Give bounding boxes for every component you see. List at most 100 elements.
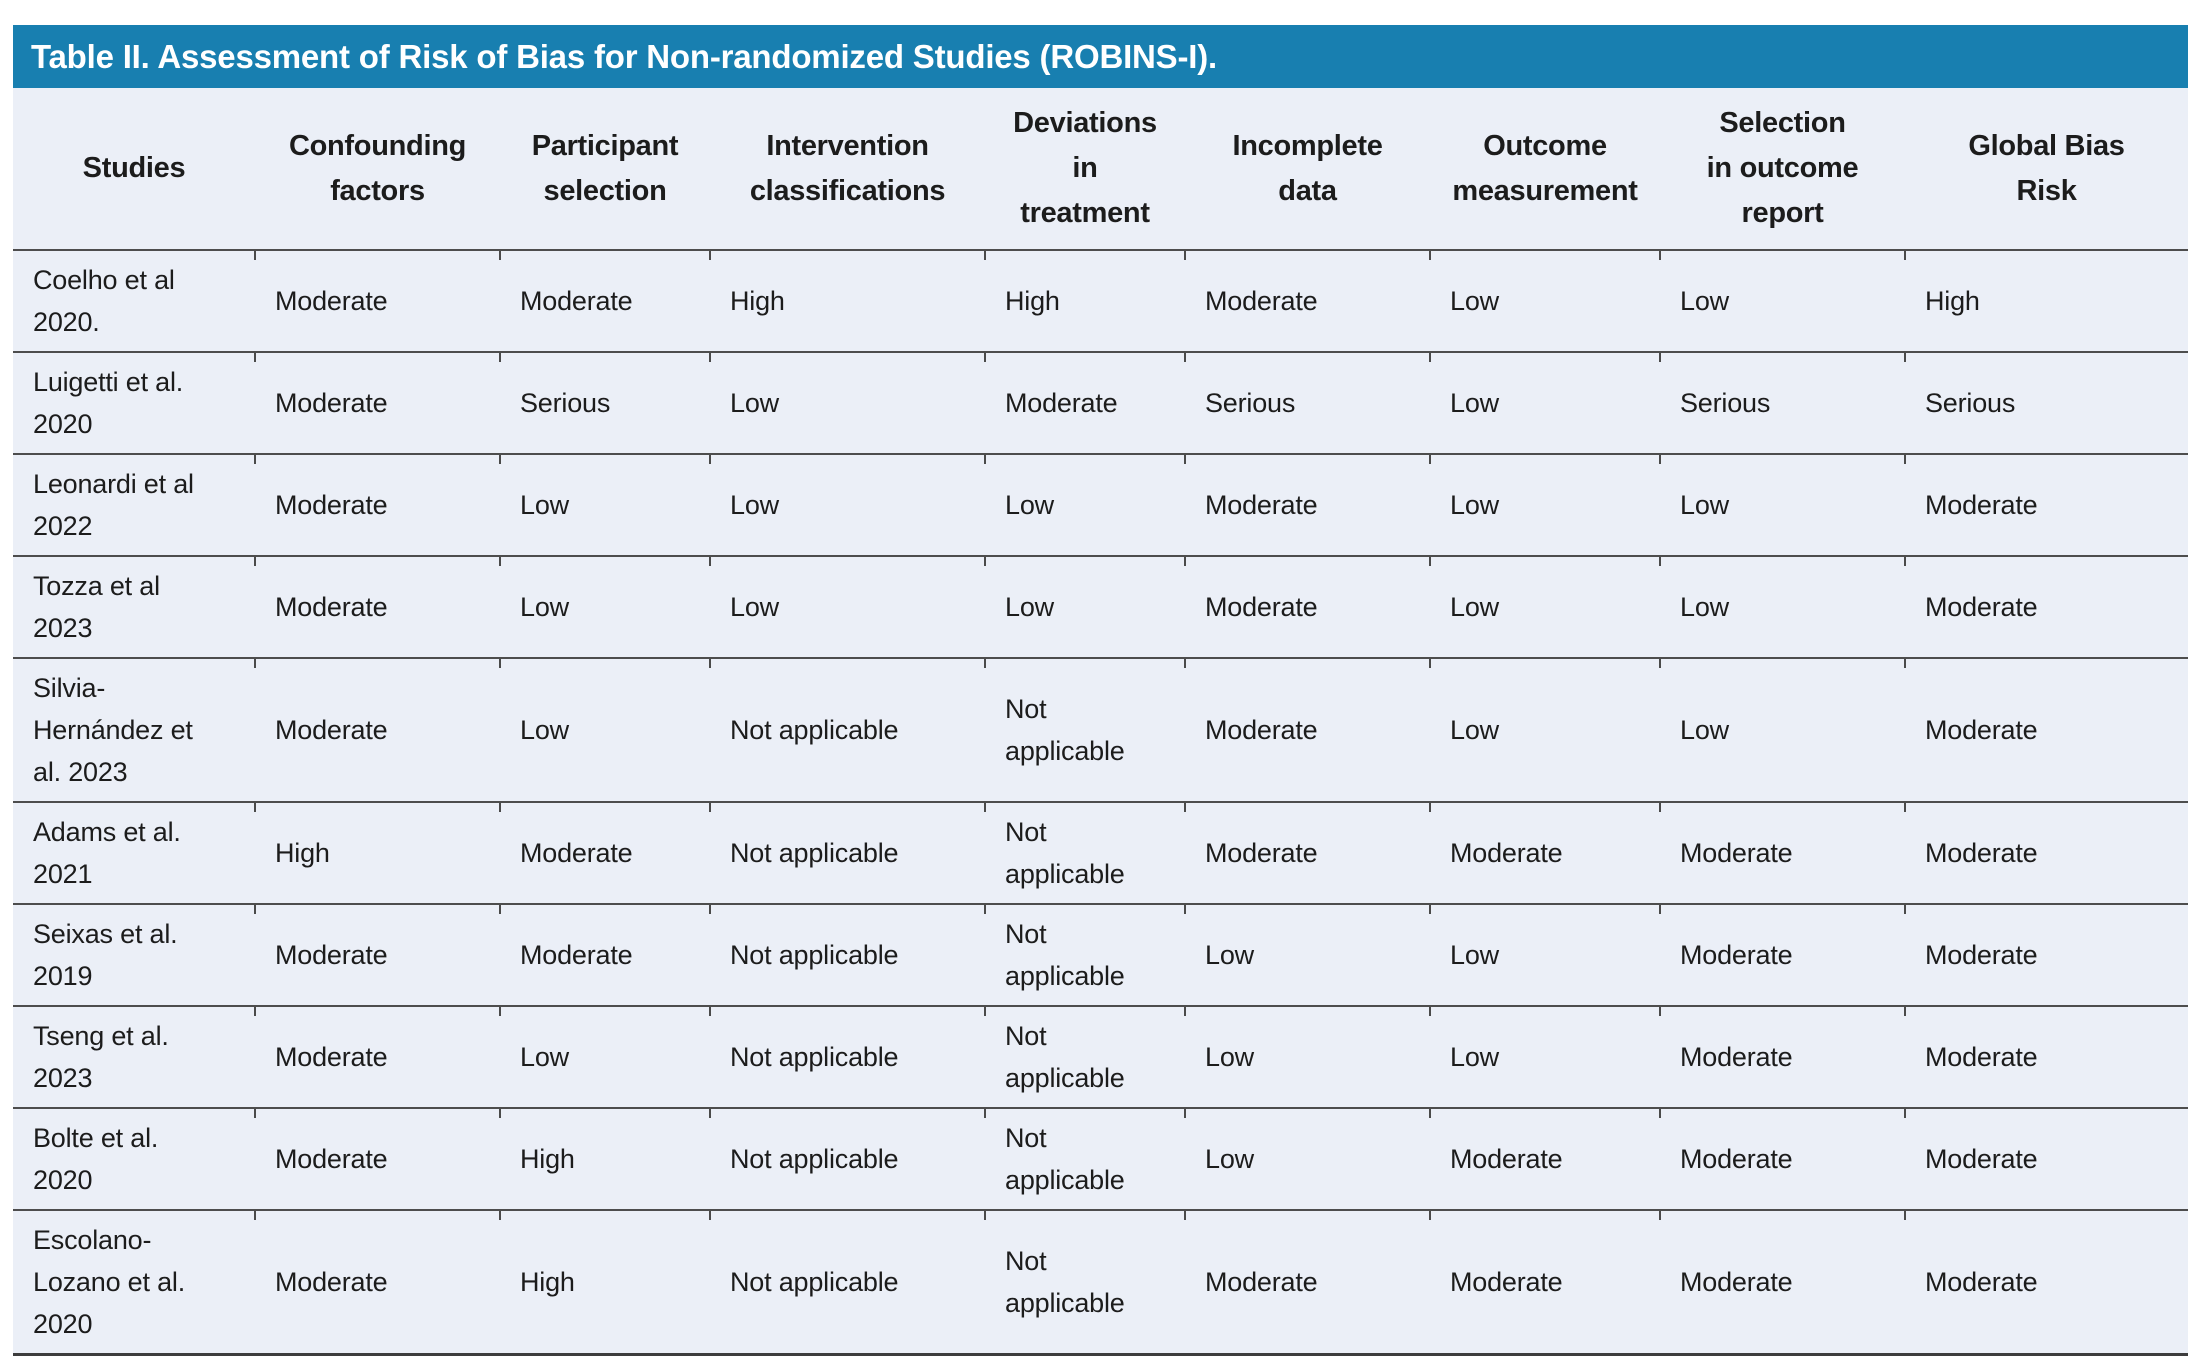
- value-cell: Moderate: [1659, 1107, 1905, 1210]
- value-cell: Moderate: [1184, 1209, 1430, 1355]
- table-row: Escolano- Lozano et al. 2020 Moderate High…: [13, 1209, 2188, 1355]
- value-cell: Low: [499, 453, 710, 556]
- value-cell: Low: [1429, 903, 1660, 1006]
- value-cell: Moderate: [1904, 657, 2188, 802]
- value-cell: Serious: [1904, 351, 2188, 454]
- value-cell: Serious: [499, 351, 710, 454]
- value-cell: Moderate: [1904, 903, 2188, 1006]
- column-header: Outcome measurement: [1452, 129, 1638, 207]
- table-title-bar: Table II. Assessment of Risk of Bias for…: [13, 25, 2188, 88]
- table-row: Seixas et al. 2019 Moderate Moderate Not ap…: [13, 903, 2188, 1006]
- column-header: Confounding factors: [288, 129, 467, 207]
- value-cell: High: [254, 801, 500, 904]
- value-cell: High: [1904, 249, 2188, 352]
- value-cell: Not applicable: [709, 1005, 985, 1108]
- column-header: Participant selection: [531, 129, 679, 207]
- value-cell: Low: [709, 453, 985, 556]
- study-cell: Luigetti et al. 2020: [13, 351, 255, 454]
- value-cell: Moderate: [1184, 249, 1430, 352]
- value-cell: Low: [1659, 249, 1905, 352]
- value-cell: Moderate: [254, 453, 500, 556]
- value-cell: Not applicable: [984, 1005, 1185, 1108]
- value-cell: Not applicable: [984, 1107, 1185, 1210]
- value-cell: Moderate: [1184, 657, 1430, 802]
- value-cell: Low: [1184, 1005, 1430, 1108]
- table-row: Coelho et al 2020. Moderate Moderate High Hi…: [13, 249, 2188, 352]
- value-cell: Low: [1659, 555, 1905, 658]
- value-cell: Low: [1429, 1005, 1660, 1108]
- value-cell: Low: [984, 555, 1185, 658]
- value-cell: Not applicable: [709, 1209, 985, 1355]
- value-cell: Moderate: [254, 1107, 500, 1210]
- value-cell: Moderate: [1904, 1107, 2188, 1210]
- value-cell: Serious: [1184, 351, 1430, 454]
- study-cell: Adams et al. 2021: [13, 801, 255, 904]
- value-cell: Moderate: [499, 903, 710, 1006]
- value-cell: Low: [984, 453, 1185, 556]
- study-cell: Tozza et al 2023: [13, 555, 255, 658]
- value-cell: Moderate: [1184, 555, 1430, 658]
- column-header: Intervention classifications: [749, 129, 946, 207]
- study-cell: Leonardi et al 2022: [13, 453, 255, 556]
- value-cell: Moderate: [254, 351, 500, 454]
- value-cell: Not applicable: [984, 1209, 1185, 1355]
- column-header: Incomplete data: [1232, 129, 1383, 207]
- value-cell: Low: [1429, 351, 1660, 454]
- value-cell: High: [709, 249, 985, 352]
- value-cell: Low: [1184, 1107, 1430, 1210]
- value-cell: Not applicable: [709, 1107, 985, 1210]
- value-cell: Not applicable: [709, 801, 985, 904]
- value-cell: Moderate: [1659, 801, 1905, 904]
- value-cell: Moderate: [1429, 1209, 1660, 1355]
- value-cell: Low: [709, 351, 985, 454]
- table-row: Silvia- Hernández et al. 2023 Moderate Low…: [13, 657, 2188, 802]
- value-cell: Not applicable: [984, 903, 1185, 1006]
- value-cell: Not applicable: [984, 801, 1185, 904]
- value-cell: Moderate: [1904, 555, 2188, 658]
- table-row: Tozza et al 2023 Moderate Low Low Low Moderat…: [13, 555, 2188, 658]
- risk-of-bias-table: Studies Confounding factors Participant se…: [13, 88, 2188, 1356]
- table-row: Leonardi et al 2022 Moderate Low Low Low Mode…: [13, 453, 2188, 556]
- value-cell: Low: [1429, 555, 1660, 658]
- study-cell: Tseng et al. 2023: [13, 1005, 255, 1108]
- study-cell: Coelho et al 2020.: [13, 249, 255, 352]
- study-cell: Bolte et al. 2020: [13, 1107, 255, 1210]
- value-cell: Moderate: [1659, 1209, 1905, 1355]
- robins-table-card: Table II. Assessment of Risk of Bias for…: [13, 25, 2188, 1356]
- value-cell: Low: [1429, 657, 1660, 802]
- value-cell: Low: [709, 555, 985, 658]
- value-cell: Moderate: [254, 1005, 500, 1108]
- value-cell: Moderate: [254, 249, 500, 352]
- column-header: Selection in outcome report: [1706, 107, 1859, 229]
- value-cell: Low: [499, 555, 710, 658]
- table-row: Adams et al. 2021 High Moderate Not applica…: [13, 801, 2188, 904]
- value-cell: Moderate: [1904, 1209, 2188, 1355]
- value-cell: Moderate: [499, 801, 710, 904]
- value-cell: Moderate: [1429, 801, 1660, 904]
- value-cell: Moderate: [254, 555, 500, 658]
- value-cell: Moderate: [254, 657, 500, 802]
- column-header: Studies: [82, 152, 186, 184]
- value-cell: Moderate: [1659, 903, 1905, 1006]
- value-cell: Not applicable: [984, 657, 1185, 802]
- value-cell: Not applicable: [709, 903, 985, 1006]
- value-cell: Moderate: [984, 351, 1185, 454]
- value-cell: Moderate: [254, 903, 500, 1006]
- value-cell: Low: [1184, 903, 1430, 1006]
- table-row: Tseng et al. 2023 Moderate Low Not applicab…: [13, 1005, 2188, 1108]
- value-cell: Low: [1659, 453, 1905, 556]
- value-cell: Low: [1659, 657, 1905, 802]
- value-cell: Moderate: [1904, 1005, 2188, 1108]
- value-cell: Low: [499, 657, 710, 802]
- value-cell: High: [984, 249, 1185, 352]
- column-header: Deviations in treatment: [1013, 107, 1157, 229]
- value-cell: Not applicable: [709, 657, 985, 802]
- study-cell: Escolano- Lozano et al. 2020: [13, 1209, 255, 1355]
- value-cell: Moderate: [1429, 1107, 1660, 1210]
- value-cell: Low: [1429, 249, 1660, 352]
- table-header-row: Studies Confounding factors Participant se…: [13, 88, 2188, 250]
- table-row: Bolte et al. 2020 Moderate High Not applica…: [13, 1107, 2188, 1210]
- study-cell: Seixas et al. 2019: [13, 903, 255, 1006]
- value-cell: Moderate: [1904, 801, 2188, 904]
